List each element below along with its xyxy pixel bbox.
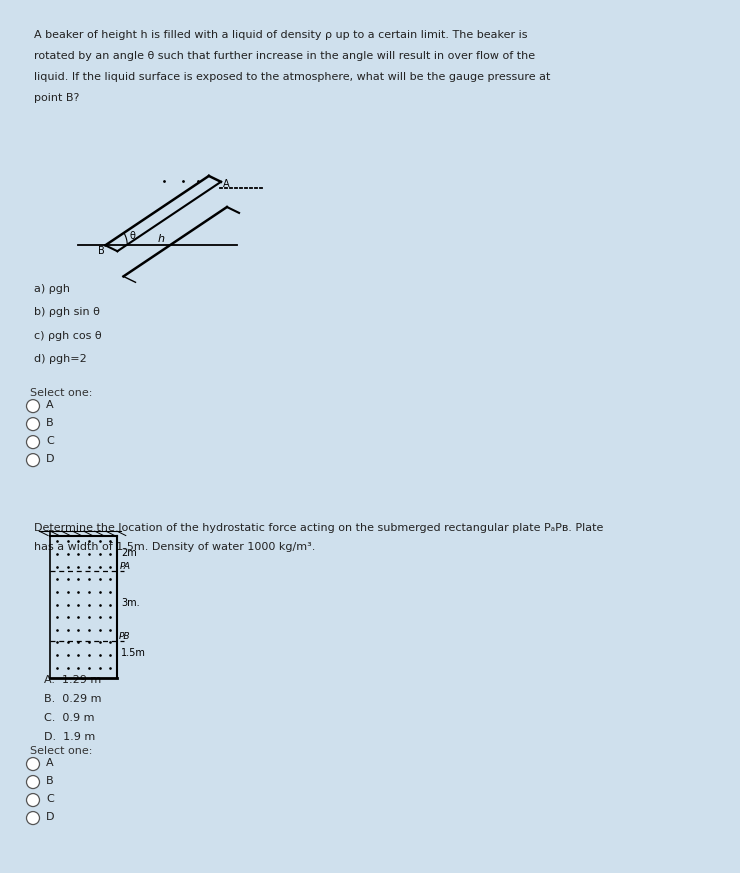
Text: B: B [98, 246, 105, 257]
Text: PA: PA [120, 562, 131, 571]
Text: b) ρgh sin θ: b) ρgh sin θ [33, 307, 99, 317]
Text: Select one:: Select one: [30, 388, 92, 398]
Text: Select one:: Select one: [30, 746, 92, 756]
Text: B.  0.29 m: B. 0.29 m [44, 694, 101, 705]
Circle shape [27, 758, 39, 771]
Circle shape [27, 794, 39, 807]
Text: h: h [158, 234, 165, 244]
Text: 2m: 2m [121, 548, 137, 558]
Text: C: C [46, 436, 54, 446]
Text: rotated by an angle θ such that further increase in the angle will result in ove: rotated by an angle θ such that further … [33, 52, 535, 61]
Text: D: D [46, 454, 55, 464]
Text: B: B [46, 776, 53, 786]
Text: liquid. If the liquid surface is exposed to the atmosphere, what will be the gau: liquid. If the liquid surface is exposed… [33, 72, 550, 82]
Text: PB: PB [119, 632, 131, 641]
Text: c) ρgh cos θ: c) ρgh cos θ [33, 331, 101, 340]
Text: has a width of 1.5m. Density of water 1000 kg/m³.: has a width of 1.5m. Density of water 10… [33, 542, 315, 552]
Circle shape [27, 775, 39, 788]
Text: A: A [46, 758, 53, 768]
Text: B: B [46, 418, 53, 428]
Text: C: C [46, 794, 54, 804]
Text: 3m.: 3m. [121, 598, 140, 608]
Text: a) ρgh: a) ρgh [33, 284, 70, 293]
Text: A beaker of height h is filled with a liquid of density ρ up to a certain limit.: A beaker of height h is filled with a li… [33, 31, 527, 40]
Circle shape [27, 400, 39, 413]
Text: 1.5m: 1.5m [121, 648, 147, 658]
Circle shape [27, 454, 39, 467]
Circle shape [27, 436, 39, 449]
Text: d) ρgh=2: d) ρgh=2 [33, 354, 87, 364]
Text: A: A [223, 179, 230, 189]
Text: point B?: point B? [33, 93, 79, 103]
Text: A.  1.29 m: A. 1.29 m [44, 676, 101, 685]
Text: θ: θ [130, 230, 135, 241]
Text: D: D [46, 812, 55, 822]
Text: A: A [46, 400, 53, 410]
Circle shape [27, 812, 39, 825]
Text: C.  0.9 m: C. 0.9 m [44, 713, 95, 723]
Circle shape [27, 417, 39, 430]
Text: Determine the location of the hydrostatic force acting on the submerged rectangu: Determine the location of the hydrostati… [33, 523, 603, 533]
Text: D.  1.9 m: D. 1.9 m [44, 732, 95, 742]
